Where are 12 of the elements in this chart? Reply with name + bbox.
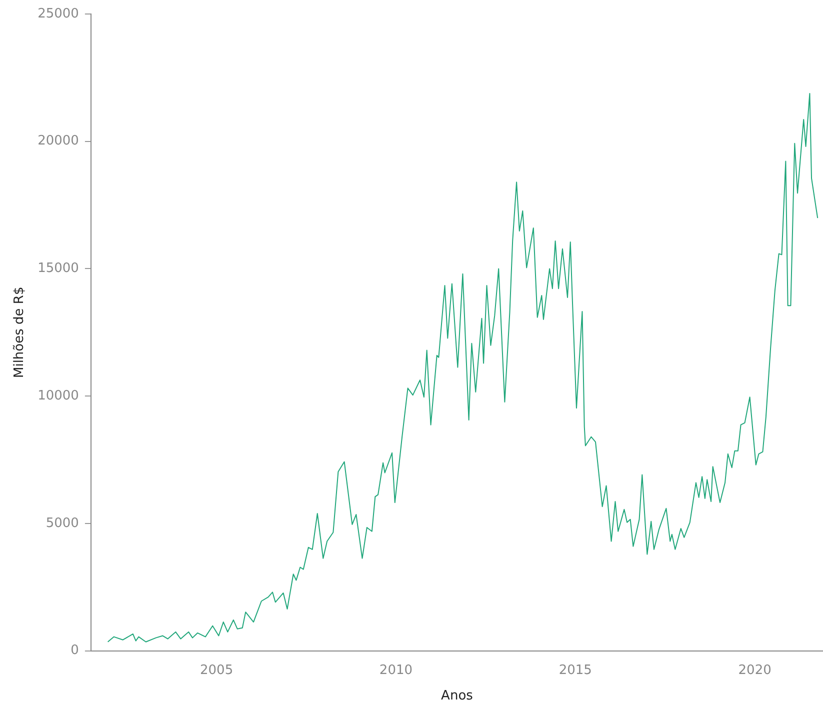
y-tick-label: 10000 — [38, 388, 79, 404]
y-tick-label: 20000 — [38, 134, 79, 149]
x-axis-title: Anos — [441, 688, 474, 704]
y-tick-label: 25000 — [38, 6, 79, 22]
x-tick-label: 2020 — [738, 662, 772, 678]
x-tick-label: 2005 — [200, 662, 234, 678]
x-tick-label: 2015 — [558, 662, 592, 678]
y-tick-label: 15000 — [38, 261, 79, 276]
y-tick-label: 0 — [70, 643, 79, 658]
x-tick-label: 2010 — [379, 662, 413, 678]
y-tick-label: 5000 — [46, 516, 79, 531]
y-axis-title: Milhões de R$ — [12, 286, 28, 378]
